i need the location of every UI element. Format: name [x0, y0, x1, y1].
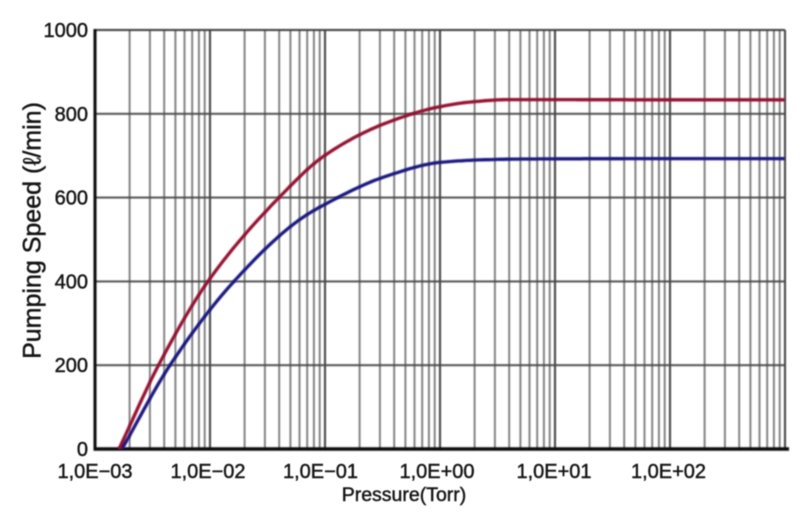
svg-text:1,0E−02: 1,0E−02	[170, 461, 245, 483]
svg-text:1,0E+02: 1,0E+02	[631, 461, 706, 483]
svg-text:400: 400	[55, 271, 88, 293]
svg-text:0: 0	[77, 439, 88, 461]
svg-text:800: 800	[55, 104, 88, 126]
svg-text:1,0E−01: 1,0E−01	[283, 461, 358, 483]
svg-text:Pumping Speed (ℓ/min): Pumping Speed (ℓ/min)	[19, 102, 47, 359]
svg-text:1000: 1000	[44, 20, 89, 42]
svg-text:1,0E+00: 1,0E+00	[399, 461, 474, 483]
svg-text:600: 600	[55, 188, 88, 210]
svg-text:1,0E−03: 1,0E−03	[57, 461, 132, 483]
svg-text:Pressure(Torr): Pressure(Torr)	[342, 484, 467, 506]
svg-text:200: 200	[55, 355, 88, 377]
svg-text:1,0E+01: 1,0E+01	[516, 461, 591, 483]
